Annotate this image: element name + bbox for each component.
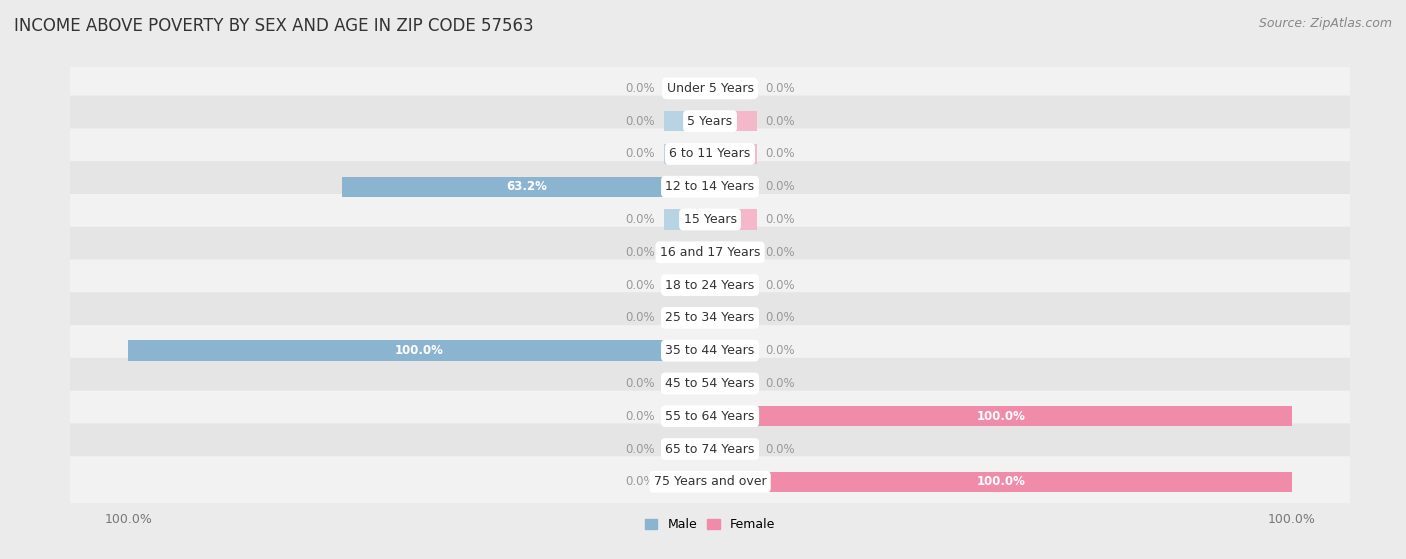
- FancyBboxPatch shape: [69, 358, 1351, 409]
- Text: 25 to 34 Years: 25 to 34 Years: [665, 311, 755, 324]
- Text: 0.0%: 0.0%: [626, 246, 655, 259]
- FancyBboxPatch shape: [69, 161, 1351, 212]
- Text: 100.0%: 100.0%: [395, 344, 444, 357]
- Bar: [710, 242, 756, 263]
- Text: 0.0%: 0.0%: [765, 82, 794, 95]
- Bar: [664, 472, 710, 492]
- Bar: [710, 406, 1292, 427]
- Text: 0.0%: 0.0%: [626, 148, 655, 160]
- Text: 0.0%: 0.0%: [626, 410, 655, 423]
- Text: 55 to 64 Years: 55 to 64 Years: [665, 410, 755, 423]
- Text: 75 Years and over: 75 Years and over: [654, 475, 766, 489]
- Text: 5 Years: 5 Years: [688, 115, 733, 127]
- FancyBboxPatch shape: [69, 227, 1351, 278]
- Text: 0.0%: 0.0%: [765, 443, 794, 456]
- Text: 45 to 54 Years: 45 to 54 Years: [665, 377, 755, 390]
- Text: 0.0%: 0.0%: [626, 82, 655, 95]
- Bar: [710, 275, 756, 295]
- Text: 0.0%: 0.0%: [765, 344, 794, 357]
- Text: 0.0%: 0.0%: [765, 246, 794, 259]
- Text: 35 to 44 Years: 35 to 44 Years: [665, 344, 755, 357]
- Bar: [710, 439, 756, 459]
- Text: 12 to 14 Years: 12 to 14 Years: [665, 180, 755, 193]
- Text: 0.0%: 0.0%: [765, 311, 794, 324]
- Text: 63.2%: 63.2%: [506, 180, 547, 193]
- Text: 0.0%: 0.0%: [765, 278, 794, 292]
- Text: 0.0%: 0.0%: [765, 377, 794, 390]
- Text: 16 and 17 Years: 16 and 17 Years: [659, 246, 761, 259]
- Bar: [710, 373, 756, 394]
- Bar: [664, 406, 710, 427]
- Bar: [664, 373, 710, 394]
- Text: 0.0%: 0.0%: [626, 311, 655, 324]
- Text: 6 to 11 Years: 6 to 11 Years: [669, 148, 751, 160]
- Bar: [664, 144, 710, 164]
- Bar: [710, 307, 756, 328]
- FancyBboxPatch shape: [69, 456, 1351, 508]
- Bar: [664, 111, 710, 131]
- Text: 0.0%: 0.0%: [765, 148, 794, 160]
- Text: 0.0%: 0.0%: [626, 115, 655, 127]
- Text: INCOME ABOVE POVERTY BY SEX AND AGE IN ZIP CODE 57563: INCOME ABOVE POVERTY BY SEX AND AGE IN Z…: [14, 17, 534, 35]
- Text: 0.0%: 0.0%: [626, 213, 655, 226]
- Text: 100.0%: 100.0%: [976, 410, 1025, 423]
- Bar: [710, 340, 756, 361]
- Text: 15 Years: 15 Years: [683, 213, 737, 226]
- Bar: [664, 242, 710, 263]
- Text: 0.0%: 0.0%: [765, 213, 794, 226]
- FancyBboxPatch shape: [69, 129, 1351, 179]
- FancyBboxPatch shape: [69, 292, 1351, 343]
- Bar: [128, 340, 710, 361]
- Text: 100.0%: 100.0%: [976, 475, 1025, 489]
- Text: 0.0%: 0.0%: [765, 180, 794, 193]
- FancyBboxPatch shape: [69, 391, 1351, 442]
- Text: 18 to 24 Years: 18 to 24 Years: [665, 278, 755, 292]
- Bar: [664, 307, 710, 328]
- Text: 0.0%: 0.0%: [765, 115, 794, 127]
- Bar: [664, 275, 710, 295]
- FancyBboxPatch shape: [69, 423, 1351, 475]
- Text: 0.0%: 0.0%: [626, 278, 655, 292]
- Bar: [710, 78, 756, 98]
- Text: Under 5 Years: Under 5 Years: [666, 82, 754, 95]
- FancyBboxPatch shape: [69, 194, 1351, 245]
- FancyBboxPatch shape: [69, 259, 1351, 311]
- FancyBboxPatch shape: [69, 63, 1351, 114]
- Legend: Male, Female: Male, Female: [640, 513, 780, 536]
- Text: Source: ZipAtlas.com: Source: ZipAtlas.com: [1258, 17, 1392, 30]
- FancyBboxPatch shape: [69, 96, 1351, 147]
- FancyBboxPatch shape: [69, 325, 1351, 376]
- Bar: [664, 439, 710, 459]
- Bar: [710, 177, 756, 197]
- Bar: [710, 144, 756, 164]
- Text: 65 to 74 Years: 65 to 74 Years: [665, 443, 755, 456]
- Bar: [343, 177, 710, 197]
- Bar: [664, 210, 710, 230]
- Text: 0.0%: 0.0%: [626, 377, 655, 390]
- Bar: [710, 472, 1292, 492]
- Text: 0.0%: 0.0%: [626, 443, 655, 456]
- Bar: [710, 210, 756, 230]
- Bar: [710, 111, 756, 131]
- Bar: [664, 78, 710, 98]
- Text: 0.0%: 0.0%: [626, 475, 655, 489]
